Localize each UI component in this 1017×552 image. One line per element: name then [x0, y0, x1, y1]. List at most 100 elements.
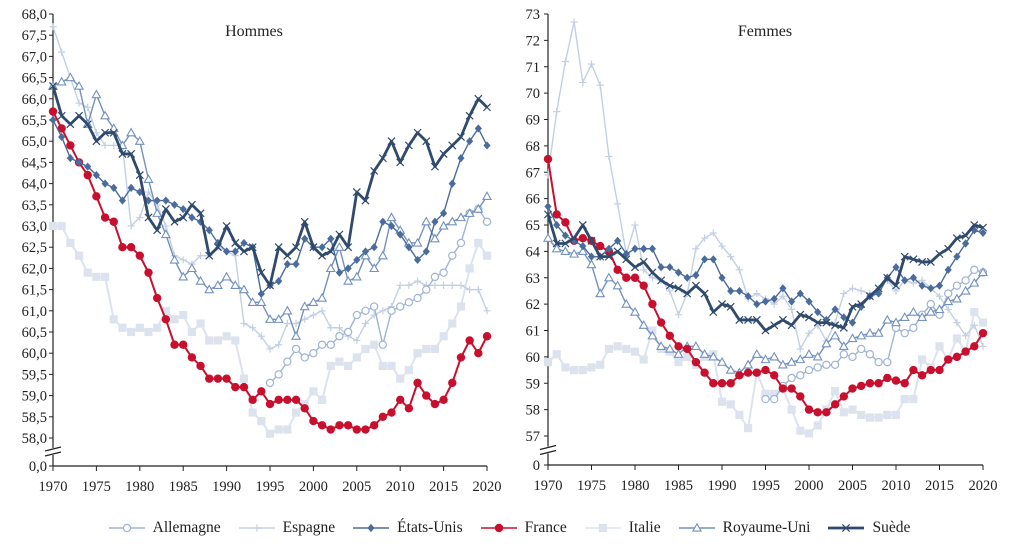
- point-marker: [743, 359, 754, 369]
- point-marker: [953, 318, 961, 327]
- point-marker: [579, 78, 587, 87]
- point-marker: [291, 408, 301, 417]
- y-tick-label: 65,0: [22, 134, 47, 150]
- point-marker: [135, 251, 144, 260]
- point-marker: [596, 360, 605, 369]
- point-marker: [58, 48, 66, 56]
- point-marker: [909, 255, 918, 264]
- point-marker: [821, 338, 832, 348]
- axis-break-icon: [539, 444, 557, 456]
- point-marker: [848, 284, 857, 292]
- point-marker: [751, 349, 762, 358]
- point-marker: [187, 353, 197, 362]
- series-tatsunis: [544, 202, 987, 327]
- point-marker: [335, 357, 344, 366]
- point-marker: [726, 400, 735, 409]
- point-marker: [413, 378, 422, 388]
- point-marker: [335, 268, 344, 277]
- point-marker: [577, 246, 588, 256]
- point-marker: [944, 305, 952, 313]
- point-marker: [318, 307, 326, 315]
- point-marker: [848, 302, 857, 311]
- point-marker: [474, 124, 482, 133]
- point-marker: [856, 330, 867, 340]
- point-marker: [447, 216, 458, 226]
- point-marker: [552, 210, 561, 219]
- x-tick-label: 1975: [82, 479, 111, 495]
- point-marker: [664, 343, 675, 353]
- series-allemagne: [265, 204, 492, 388]
- point-marker: [890, 317, 902, 327]
- point-marker: [404, 298, 414, 307]
- point-marker: [494, 523, 503, 533]
- point-marker: [666, 287, 674, 295]
- point-marker: [926, 257, 935, 266]
- point-marker: [464, 208, 475, 217]
- y-tick-label: 66,0: [22, 92, 47, 108]
- point-marker: [831, 387, 840, 396]
- point-marker: [726, 379, 735, 388]
- y-tick-label: 72: [526, 33, 541, 49]
- point-marker: [865, 292, 874, 301]
- legend-item: Espagne: [237, 519, 335, 537]
- point-marker: [473, 203, 484, 213]
- point-marker: [438, 220, 449, 230]
- point-marker: [796, 426, 805, 435]
- point-marker: [917, 371, 927, 380]
- point-marker: [421, 216, 432, 226]
- y-tick-label: 66: [526, 192, 541, 208]
- point-marker: [909, 394, 918, 404]
- point-marker: [683, 289, 692, 298]
- point-marker: [56, 76, 67, 86]
- point-marker: [874, 284, 883, 293]
- legend-label: Italie: [628, 519, 661, 536]
- legend-item: France: [479, 519, 567, 537]
- point-marker: [474, 286, 482, 294]
- point-marker: [308, 297, 319, 306]
- point-marker: [648, 268, 657, 277]
- point-marker: [404, 141, 413, 150]
- point-marker: [92, 171, 100, 180]
- point-marker: [109, 217, 118, 226]
- point-marker: [49, 115, 57, 125]
- point-marker: [630, 273, 640, 282]
- point-marker: [935, 365, 944, 375]
- point-marker: [456, 302, 466, 311]
- point-marker: [840, 313, 848, 322]
- point-marker: [205, 251, 214, 260]
- series-line: [52, 76, 488, 337]
- point-marker: [978, 328, 988, 338]
- point-marker: [379, 307, 387, 315]
- point-marker: [431, 281, 439, 289]
- point-marker: [240, 238, 248, 248]
- point-marker: [639, 281, 648, 290]
- point-marker: [256, 297, 267, 306]
- x-tick-label: 2000: [795, 478, 824, 494]
- point-marker: [700, 289, 709, 298]
- point-marker: [327, 324, 335, 332]
- point-marker: [926, 365, 935, 375]
- legend-swatch-icon: [480, 523, 517, 533]
- x-tick-label: 1975: [577, 478, 606, 494]
- point-marker: [465, 264, 474, 273]
- point-marker: [639, 355, 648, 364]
- series-line: [547, 158, 984, 414]
- point-marker: [944, 265, 952, 274]
- point-marker: [647, 330, 658, 340]
- point-marker: [353, 255, 361, 265]
- point-marker: [483, 307, 491, 315]
- point-marker: [709, 379, 718, 388]
- point-marker: [143, 174, 154, 184]
- point-marker: [900, 328, 909, 338]
- point-marker: [482, 251, 492, 260]
- point-marker: [110, 141, 118, 150]
- point-marker: [222, 221, 231, 231]
- point-marker: [144, 188, 153, 196]
- point-marker: [178, 271, 189, 281]
- point-marker: [413, 277, 422, 285]
- point-marker: [257, 332, 265, 340]
- y-tick-label: 67: [526, 165, 541, 181]
- point-marker: [935, 249, 944, 259]
- x-tick-label: 1995: [256, 479, 285, 495]
- point-marker: [691, 281, 700, 290]
